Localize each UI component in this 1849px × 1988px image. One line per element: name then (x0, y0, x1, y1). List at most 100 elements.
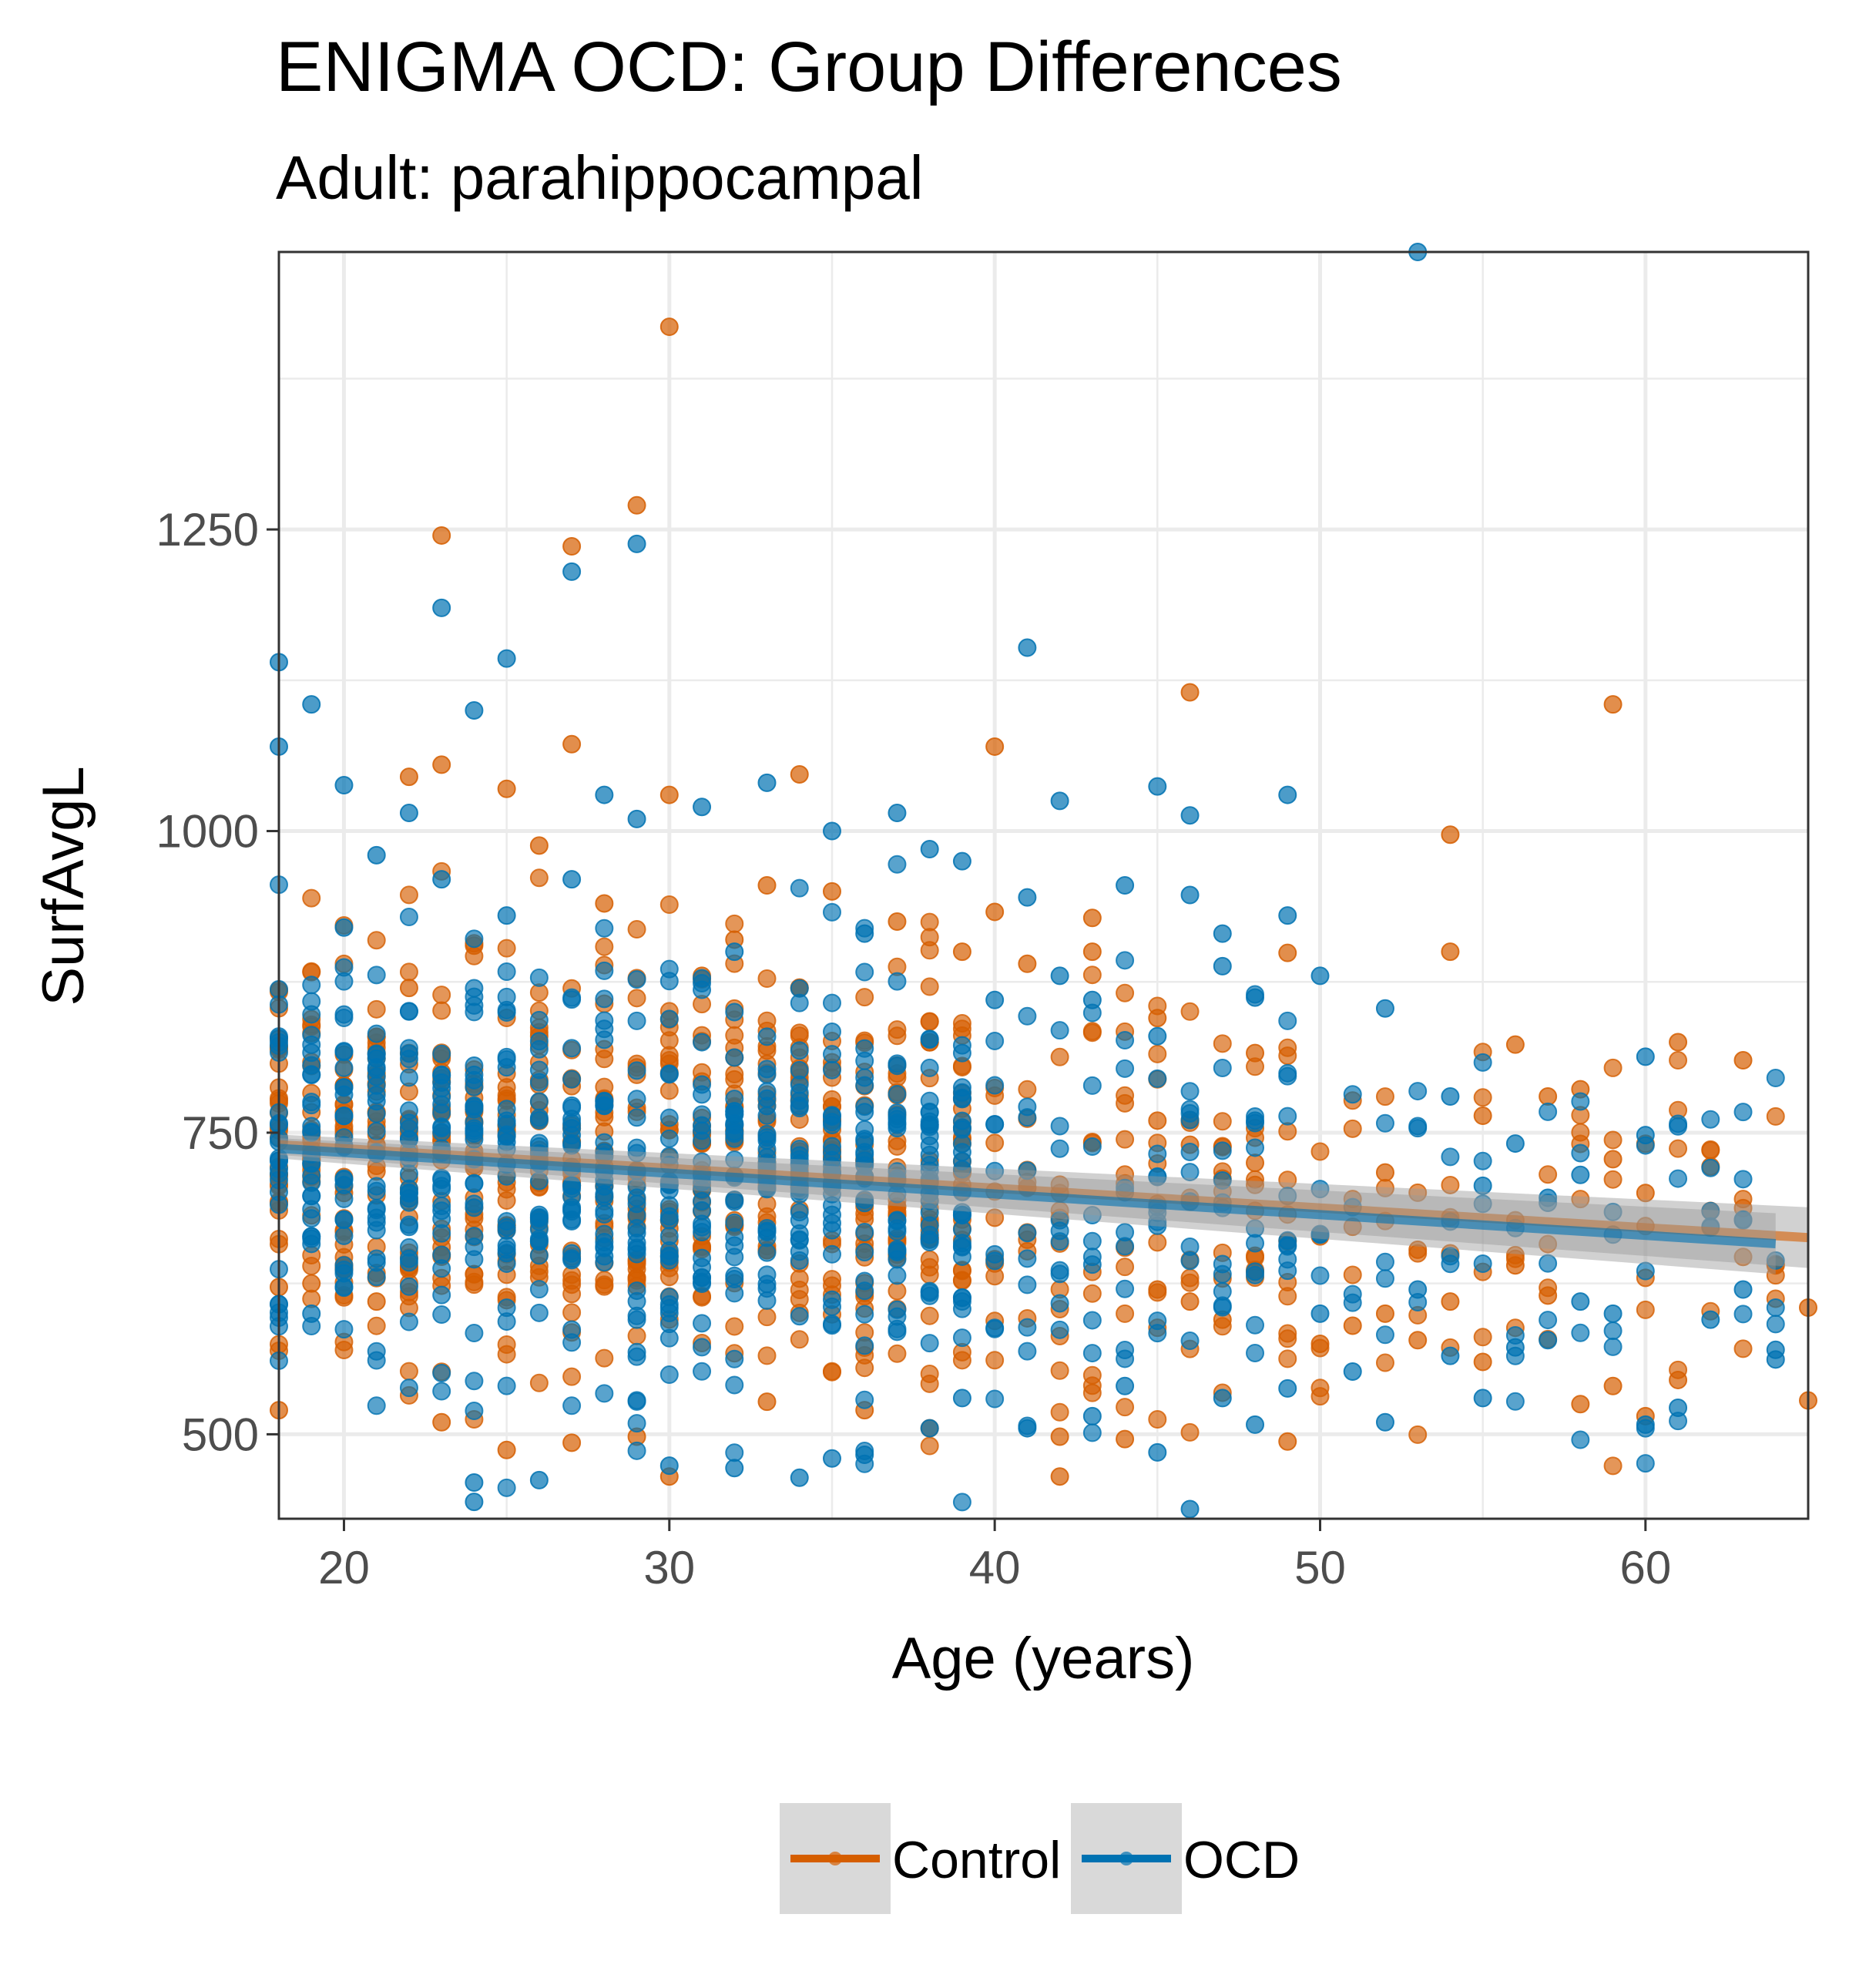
data-point-ocd (952, 1247, 971, 1266)
data-point-control (529, 1262, 549, 1281)
data-point-ocd (595, 1384, 614, 1403)
data-point-control (1473, 1106, 1492, 1126)
data-point-ocd (465, 1174, 484, 1194)
data-point-ocd (1278, 906, 1297, 925)
data-point-ocd (855, 1194, 874, 1213)
data-point-control (1148, 1044, 1167, 1063)
data-point-ocd (529, 1207, 549, 1227)
data-point-ocd (822, 1045, 841, 1064)
data-point-ocd (432, 870, 451, 889)
data-point-ocd (1310, 1266, 1330, 1285)
data-point-control (1180, 1422, 1200, 1442)
data-point-control (399, 962, 418, 982)
data-point-ocd (822, 1060, 841, 1080)
data-point-ocd (1213, 1264, 1232, 1284)
data-point-control (1375, 1163, 1394, 1182)
data-point-ocd (822, 1115, 841, 1134)
data-point-ocd (1018, 1342, 1037, 1361)
data-point-ocd (595, 961, 614, 980)
data-point-control (1766, 1106, 1785, 1126)
data-point-ocd (693, 973, 712, 992)
data-point-control (985, 1133, 1005, 1153)
data-point-ocd (822, 1315, 841, 1334)
data-point-control (367, 999, 386, 1019)
data-point-ocd (1082, 1206, 1102, 1225)
data-point-control (920, 1306, 939, 1325)
data-point-control (1310, 1334, 1330, 1353)
data-point-control (1148, 1233, 1167, 1252)
data-point-ocd (627, 1108, 646, 1127)
data-point-ocd (920, 1334, 939, 1353)
data-point-control (1148, 1410, 1167, 1429)
data-point-ocd (920, 1058, 939, 1077)
data-point-ocd (855, 924, 874, 943)
data-point-control (1050, 1427, 1069, 1446)
data-point-control (1082, 965, 1102, 985)
data-point-ocd (1766, 1069, 1785, 1088)
data-point-ocd (822, 1214, 841, 1233)
data-point-ocd (1018, 1006, 1037, 1026)
data-point-control (529, 1373, 549, 1392)
data-point-ocd (822, 1023, 841, 1042)
data-point-ocd (888, 1085, 907, 1104)
data-point-control (1213, 1112, 1232, 1131)
data-point-ocd (497, 906, 516, 925)
data-point-ocd (302, 695, 321, 714)
data-point-control (1116, 1093, 1135, 1113)
data-point-control (659, 895, 679, 914)
data-point-control (1116, 1304, 1135, 1323)
data-point-ocd (399, 1101, 418, 1120)
data-point-ocd (1766, 1298, 1785, 1318)
data-point-ocd (529, 1280, 549, 1299)
data-point-ocd (627, 1342, 646, 1362)
data-point-ocd (1733, 1280, 1753, 1299)
data-point-control (985, 1351, 1005, 1370)
data-point-control (367, 1292, 386, 1311)
data-point-ocd (1050, 1294, 1069, 1313)
data-point-ocd (822, 1244, 841, 1264)
data-point-ocd (855, 1156, 874, 1175)
data-point-control (627, 989, 646, 1008)
data-point-ocd (855, 1305, 874, 1324)
data-point-ocd (790, 878, 809, 898)
data-point-control (1116, 1258, 1135, 1277)
data-point-control (1116, 983, 1135, 1002)
data-point-ocd (1116, 951, 1135, 970)
data-point-control (595, 937, 614, 956)
data-point-ocd (725, 1349, 744, 1368)
data-point-ocd (1441, 1247, 1460, 1266)
data-point-control (1408, 1240, 1428, 1259)
data-point-control (562, 1367, 582, 1386)
data-point-ocd (1148, 1442, 1167, 1462)
data-point-ocd (367, 1181, 386, 1201)
data-point-control (952, 1271, 971, 1291)
data-point-ocd (465, 1493, 484, 1512)
data-point-control (822, 1090, 841, 1109)
data-point-ocd (399, 1249, 418, 1268)
data-point-ocd (757, 1243, 777, 1262)
data-point-ocd (529, 1470, 549, 1489)
data-point-control (1539, 1234, 1558, 1254)
data-point-control (1408, 1331, 1428, 1350)
data-point-ocd (529, 1092, 549, 1111)
data-point-ocd (855, 1446, 874, 1465)
data-point-control (1082, 942, 1102, 962)
data-point-ocd (757, 1291, 777, 1310)
chart-subtitle: Adult: parahippocampal (276, 143, 924, 212)
data-point-control (1343, 1265, 1362, 1284)
data-point-ocd (1571, 1323, 1590, 1342)
data-point-control (725, 914, 744, 933)
data-point-ocd (465, 1227, 484, 1246)
data-point-control (985, 902, 1005, 922)
data-point-ocd (1246, 1111, 1265, 1130)
data-point-ocd (1116, 1223, 1135, 1242)
data-point-control (1539, 1087, 1558, 1106)
data-point-ocd (790, 993, 809, 1012)
data-point-ocd (367, 965, 386, 985)
data-point-control (888, 912, 907, 931)
data-point-control (1539, 1165, 1558, 1184)
data-point-ocd (725, 1048, 744, 1067)
data-point-ocd (1148, 1311, 1167, 1331)
data-point-ocd (757, 1059, 777, 1079)
data-point-ocd (1636, 1047, 1655, 1066)
